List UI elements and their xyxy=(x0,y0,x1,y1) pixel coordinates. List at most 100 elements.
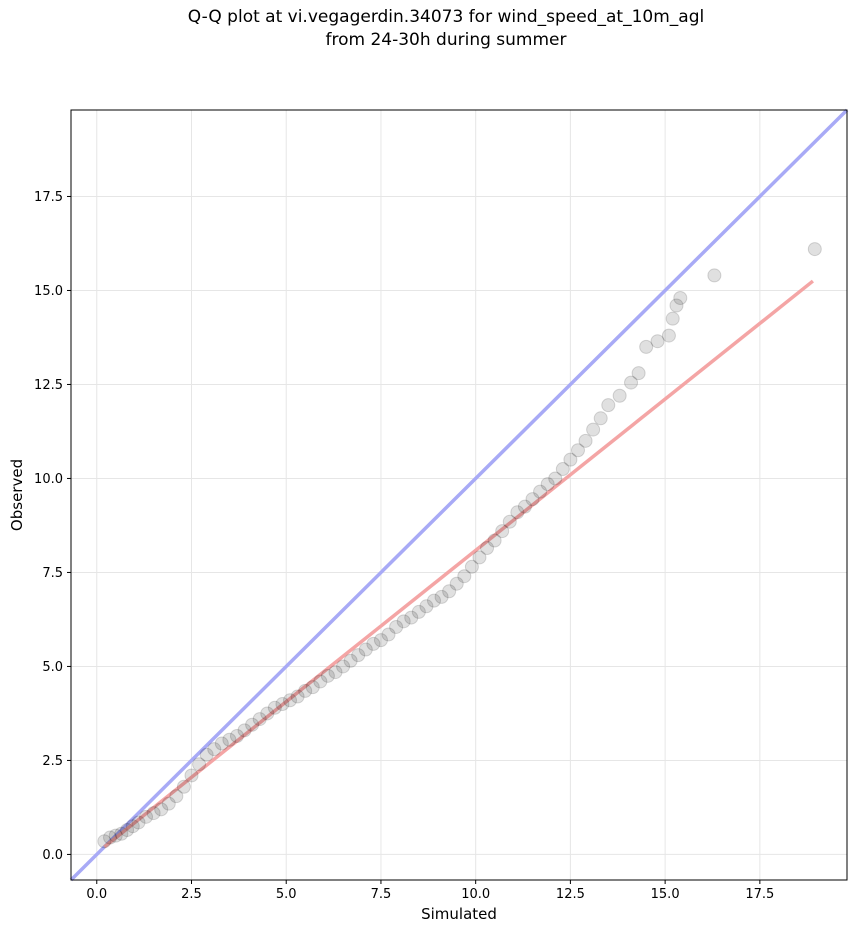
data-point xyxy=(313,674,328,689)
data-point xyxy=(404,610,419,625)
data-point xyxy=(146,806,161,821)
data-point xyxy=(593,411,608,426)
data-point xyxy=(125,819,140,834)
data-point xyxy=(373,633,388,648)
data-point xyxy=(665,311,680,326)
data-point xyxy=(260,706,275,721)
data-point xyxy=(487,533,502,548)
data-point xyxy=(298,683,313,698)
x-tick-label: 17.5 xyxy=(745,887,774,902)
grid-lines xyxy=(71,110,847,880)
x-tick-label: 15.0 xyxy=(651,887,680,902)
data-point xyxy=(533,484,548,499)
data-point xyxy=(673,290,688,305)
x-tick-label: 2.5 xyxy=(181,887,202,902)
x-tick-label: 5.0 xyxy=(276,887,297,902)
data-point xyxy=(472,550,487,565)
data-point xyxy=(570,443,585,458)
data-point xyxy=(555,462,570,477)
data-point xyxy=(563,452,578,467)
data-point xyxy=(411,604,426,619)
y-tick-label: 15.0 xyxy=(34,284,63,299)
data-point xyxy=(807,242,822,257)
data-point xyxy=(396,614,411,629)
data-point xyxy=(517,499,532,514)
data-point xyxy=(245,717,260,732)
data-point xyxy=(434,589,449,604)
y-axis-label: Observed xyxy=(8,459,26,531)
chart-title: Q-Q plot at vi.vegagerdin.34073 for wind… xyxy=(0,6,856,52)
data-point xyxy=(351,648,366,663)
data-point xyxy=(464,559,479,574)
data-point xyxy=(275,697,290,712)
data-point xyxy=(343,653,358,668)
data-point xyxy=(237,723,252,738)
data-point xyxy=(176,779,191,794)
data-point xyxy=(336,659,351,674)
reference-lines xyxy=(69,108,849,882)
data-point xyxy=(139,809,154,824)
data-point xyxy=(229,729,244,744)
data-point xyxy=(108,828,123,843)
identity-line xyxy=(69,108,849,882)
data-point xyxy=(624,375,639,390)
plot-frame xyxy=(70,109,848,881)
x-tick-label: 0.0 xyxy=(86,887,107,902)
data-point xyxy=(525,492,540,507)
chart-title-line-2: from 24-30h during summer xyxy=(325,30,567,50)
data-point xyxy=(650,334,665,349)
data-point xyxy=(457,569,472,584)
data-point xyxy=(381,627,396,642)
data-point xyxy=(103,830,118,845)
data-point xyxy=(639,339,654,354)
data-points xyxy=(97,242,822,849)
data-point xyxy=(120,822,135,837)
y-tick-label: 10.0 xyxy=(34,472,63,487)
x-tick-label: 7.5 xyxy=(371,887,392,902)
data-point xyxy=(192,757,207,772)
data-point xyxy=(328,665,343,680)
data-point xyxy=(290,689,305,704)
x-axis-label: Simulated xyxy=(421,905,497,923)
data-point xyxy=(548,471,563,486)
fit-line xyxy=(103,279,814,849)
data-point xyxy=(510,505,525,520)
y-tick-label: 0.0 xyxy=(42,848,63,863)
data-point xyxy=(222,732,237,747)
data-point xyxy=(449,576,464,591)
data-point xyxy=(131,815,146,830)
y-tick-label: 5.0 xyxy=(42,660,63,675)
data-point xyxy=(631,366,646,381)
data-point xyxy=(586,422,601,437)
data-point xyxy=(184,768,199,783)
data-point xyxy=(540,477,555,492)
data-point xyxy=(114,826,129,841)
data-point xyxy=(358,642,373,657)
data-point xyxy=(267,700,282,715)
data-point xyxy=(169,789,184,804)
data-point xyxy=(419,599,434,614)
x-tick-label: 12.5 xyxy=(556,887,585,902)
data-point xyxy=(389,619,404,634)
y-tick-label: 17.5 xyxy=(34,190,63,205)
data-point xyxy=(601,398,616,413)
y-tick-label: 2.5 xyxy=(42,754,63,769)
axis-ticks: 0.0 2.5 5.0 7.5 10.0 12.5 15.0 17.5 0.0 2.5 5.0 7.5… xyxy=(34,190,774,902)
data-point xyxy=(480,541,495,556)
chart-title-line-1: Q-Q plot at vi.vegagerdin.34073 for wind… xyxy=(187,7,705,27)
data-point xyxy=(495,524,510,539)
y-tick-label: 12.5 xyxy=(34,378,63,393)
data-point xyxy=(214,736,229,751)
data-point xyxy=(707,268,722,283)
data-point xyxy=(426,593,441,608)
data-point xyxy=(612,388,627,403)
data-point xyxy=(207,742,222,757)
y-tick-label: 7.5 xyxy=(42,566,63,581)
data-point xyxy=(199,747,214,762)
data-point xyxy=(97,834,112,849)
data-point xyxy=(442,584,457,599)
data-point xyxy=(661,328,676,343)
data-point xyxy=(669,298,684,313)
data-point xyxy=(366,636,381,651)
